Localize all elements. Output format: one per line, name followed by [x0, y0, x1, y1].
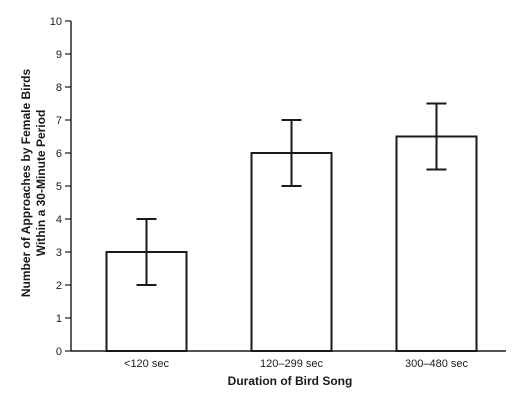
bar — [105, 251, 188, 352]
y-tick-label: 4 — [56, 214, 62, 226]
x-axis-title: Duration of Bird Song — [228, 374, 353, 388]
x-tick-label: 120–299 sec — [260, 358, 323, 370]
y-tick-label: 6 — [56, 148, 62, 160]
y-tick-label: 7 — [56, 115, 62, 127]
bar — [395, 135, 478, 352]
y-tick-label: 9 — [56, 49, 62, 61]
y-axis-title-line-1: Number of Approaches by Female Birds — [19, 69, 33, 298]
x-tick-label: 300–480 sec — [405, 358, 468, 370]
y-axis-title: Number of Approaches by Female Birds Wit… — [19, 69, 48, 298]
y-tick-label: 2 — [56, 280, 62, 292]
y-tick-label: 8 — [56, 82, 62, 94]
error-bars — [136, 102, 447, 286]
y-axis-title-line-2: Within a 30-Minute Period — [34, 110, 48, 257]
y-tick-label: 1 — [56, 313, 62, 325]
y-tick-label: 3 — [56, 247, 62, 259]
y-tick-label: 5 — [56, 181, 62, 193]
y-tick-label: 10 — [50, 16, 62, 28]
bars — [105, 135, 478, 352]
y-ticks: 0 1 2 3 4 5 6 7 8 9 10 — [50, 16, 71, 358]
x-ticks: <120 sec 120–299 sec 300–480 sec — [124, 358, 468, 370]
bar — [250, 152, 333, 352]
y-tick-label: 0 — [56, 346, 62, 358]
x-tick-label: <120 sec — [124, 358, 169, 370]
